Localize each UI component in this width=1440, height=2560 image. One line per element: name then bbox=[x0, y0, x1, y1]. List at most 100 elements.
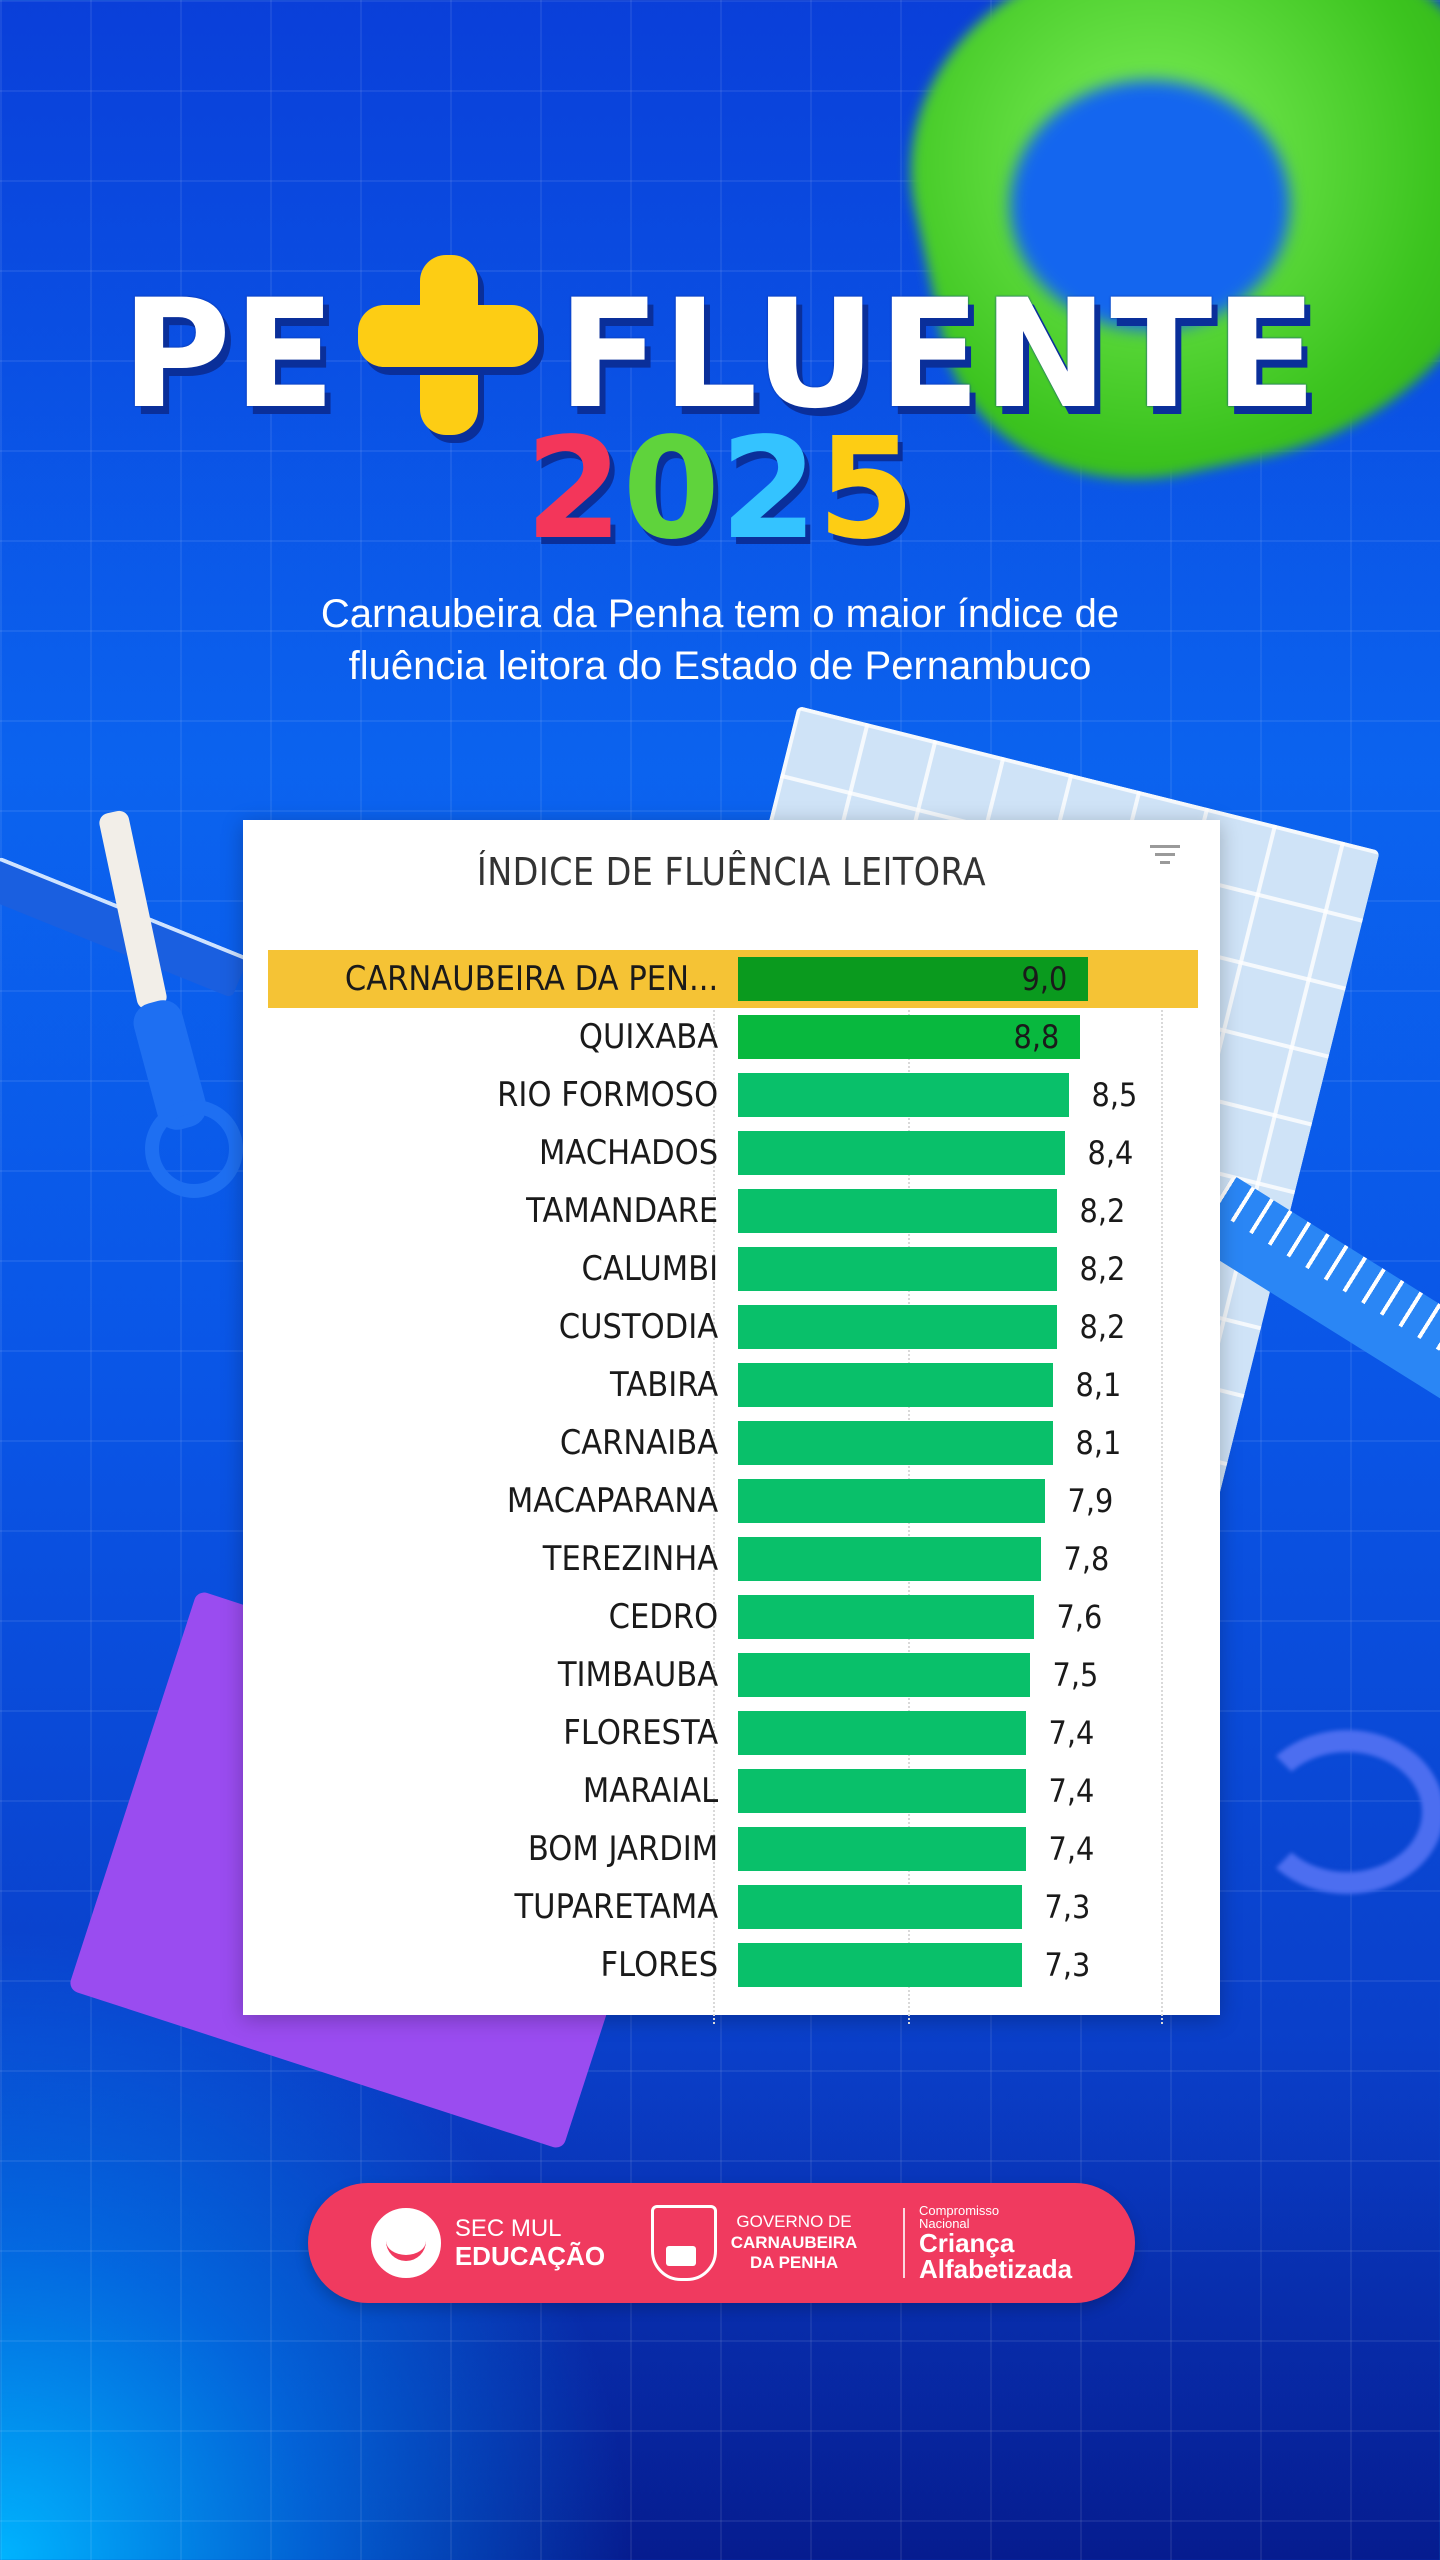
bar-row[interactable]: TAMANDARE 8,2 bbox=[268, 1182, 1198, 1240]
bar-row[interactable]: FLORESTA 7,4 bbox=[268, 1704, 1198, 1762]
campaign-title: PE FLUENTE bbox=[0, 255, 1440, 445]
municipal-crest-icon bbox=[650, 2205, 717, 2281]
bar-row[interactable]: TUPARETAMA 7,3 bbox=[268, 1878, 1198, 1936]
bar-row[interactable]: CARNAUBEIRA DA PEN... 9,0 bbox=[268, 950, 1198, 1008]
bar-row[interactable]: CARNAIBA 8,1 bbox=[268, 1414, 1198, 1472]
logo1-line2: EDUCAÇÃO bbox=[454, 2240, 606, 2271]
bar-track: 8,1 bbox=[738, 1414, 1198, 1472]
bar-value-label: 7,9 bbox=[1067, 1482, 1114, 1520]
bar-label: FLORESTA bbox=[563, 1713, 719, 1753]
bar[interactable] bbox=[738, 1073, 1069, 1117]
bar-track: 7,6 bbox=[738, 1588, 1198, 1646]
bar[interactable] bbox=[738, 1421, 1053, 1465]
subtitle-line-1: Carnaubeira da Penha tem o maior índice … bbox=[320, 592, 1120, 636]
bar-chart: CARNAUBEIRA DA PEN... 9,0 QUIXABA 8,8 RIO FO… bbox=[268, 950, 1198, 2024]
bar-label: RIO FORMOSO bbox=[497, 1075, 719, 1115]
gridline bbox=[1161, 950, 1163, 2024]
bar-track: 8,2 bbox=[738, 1240, 1198, 1298]
bar-track: 9,0 bbox=[738, 950, 1198, 1008]
green-shape-hole bbox=[1010, 80, 1290, 330]
bar[interactable]: 9,0 bbox=[738, 957, 1088, 1001]
bar-row[interactable]: TIMBAUBA 7,5 bbox=[268, 1646, 1198, 1704]
bar-row[interactable]: FLORES 7,3 bbox=[268, 1936, 1198, 1994]
bar[interactable] bbox=[738, 1479, 1045, 1523]
bar-track: 7,3 bbox=[738, 1936, 1198, 1994]
bar-row[interactable]: RIO FORMOSO 8,5 bbox=[268, 1066, 1198, 1124]
bar-value-label: 8,2 bbox=[1079, 1192, 1126, 1230]
bar-label: CARNAIBA bbox=[559, 1423, 719, 1463]
bar[interactable] bbox=[738, 1363, 1053, 1407]
bar[interactable] bbox=[738, 1247, 1057, 1291]
bar-value-label: 7,3 bbox=[1044, 1946, 1091, 1984]
gridline bbox=[713, 950, 715, 2024]
bar-label: CUSTODIA bbox=[558, 1307, 719, 1347]
bar-row[interactable]: MARAIAL 7,4 bbox=[268, 1762, 1198, 1820]
bar[interactable] bbox=[738, 1885, 1022, 1929]
bar[interactable] bbox=[738, 1189, 1057, 1233]
bar-label: CEDRO bbox=[608, 1597, 719, 1637]
bar-track: 7,5 bbox=[738, 1646, 1198, 1704]
bar-track: 7,8 bbox=[738, 1530, 1198, 1588]
governo-carnaubeira-logo: GOVERNO DE CARNAUBEIRA DA PENHA bbox=[650, 2205, 857, 2281]
bar-row[interactable]: CUSTODIA 8,2 bbox=[268, 1298, 1198, 1356]
bar-track: 8,5 bbox=[738, 1066, 1198, 1124]
bar-value-label: 8,1 bbox=[1075, 1424, 1122, 1462]
bar-label: CARNAUBEIRA DA PEN... bbox=[344, 959, 719, 999]
bar-row[interactable]: QUIXABA 8,8 bbox=[268, 1008, 1198, 1066]
bar-row[interactable]: MACAPARANA 7,9 bbox=[268, 1472, 1198, 1530]
bar-row[interactable]: CEDRO 7,6 bbox=[268, 1588, 1198, 1646]
bar[interactable] bbox=[738, 1943, 1022, 1987]
year-digit: 5 bbox=[817, 408, 915, 571]
scissors-ring-icon bbox=[145, 1100, 243, 1198]
bar-value-label: 7,5 bbox=[1052, 1656, 1099, 1694]
chart-panel: ÍNDICE DE FLUÊNCIA LEITORA CARNAUBEIRA D… bbox=[243, 820, 1220, 2024]
bar-row[interactable]: CALUMBI 8,2 bbox=[268, 1240, 1198, 1298]
bar-track: 8,4 bbox=[738, 1124, 1198, 1182]
bar-value-label: 7,8 bbox=[1063, 1540, 1110, 1578]
bar-value-label: 7,4 bbox=[1048, 1830, 1095, 1868]
bar[interactable] bbox=[738, 1595, 1034, 1639]
bar[interactable] bbox=[738, 1769, 1026, 1813]
bar-label: MACAPARANA bbox=[506, 1481, 719, 1521]
year-digit: 0 bbox=[622, 408, 720, 571]
bar-row[interactable]: BOM JARDIM 7,4 bbox=[268, 1820, 1198, 1878]
bar[interactable] bbox=[738, 1305, 1057, 1349]
bar-label: TEREZINHA bbox=[542, 1539, 719, 1579]
chart-title: ÍNDICE DE FLUÊNCIA LEITORA bbox=[476, 850, 987, 894]
bar-value-label: 8,4 bbox=[1087, 1134, 1134, 1172]
bar-label: MARAIAL bbox=[582, 1771, 719, 1811]
bar[interactable]: 8,8 bbox=[738, 1015, 1080, 1059]
bar-track: 7,9 bbox=[738, 1472, 1198, 1530]
bar-track: 8,8 bbox=[738, 1008, 1198, 1066]
bar[interactable] bbox=[738, 1653, 1030, 1697]
bar-row[interactable]: TABIRA 8,1 bbox=[268, 1356, 1198, 1414]
bar-label: TIMBAUBA bbox=[557, 1655, 719, 1695]
bar-value-label: 8,8 bbox=[1013, 1018, 1060, 1056]
bar[interactable] bbox=[738, 1827, 1026, 1871]
bar-track: 7,3 bbox=[738, 1878, 1198, 1936]
sec-mul-emblem-icon bbox=[370, 2208, 441, 2278]
bar-value-label: 9,0 bbox=[1021, 960, 1068, 998]
bar-row[interactable]: TEREZINHA 7,8 bbox=[268, 1530, 1198, 1588]
sec-mul-educacao-logo: SEC MUL EDUCAÇÃO bbox=[370, 2208, 606, 2278]
bar-track: 7,4 bbox=[738, 1704, 1198, 1762]
bar[interactable] bbox=[738, 1537, 1041, 1581]
bar-value-label: 7,6 bbox=[1056, 1598, 1103, 1636]
bar-label: MACHADOS bbox=[539, 1133, 719, 1173]
bar[interactable] bbox=[738, 1131, 1065, 1175]
headline-subtitle: Carnaubeira da Penha tem o maior índice … bbox=[0, 588, 1440, 692]
year-digit: 2 bbox=[720, 408, 818, 571]
bar[interactable] bbox=[738, 1711, 1026, 1755]
bar-label: TAMANDARE bbox=[526, 1191, 719, 1231]
bar-value-label: 7,4 bbox=[1048, 1714, 1095, 1752]
bar-row[interactable]: MACHADOS 8,4 bbox=[268, 1124, 1198, 1182]
subtitle-line-2: fluência leitora do Estado de Pernambuco bbox=[348, 644, 1092, 688]
bar-track: 7,4 bbox=[738, 1762, 1198, 1820]
year-digit: 2 bbox=[525, 408, 623, 571]
bar-track: 8,1 bbox=[738, 1356, 1198, 1414]
filter-icon[interactable] bbox=[1150, 845, 1180, 869]
bar-value-label: 8,2 bbox=[1079, 1250, 1126, 1288]
logo3-line4: Alfabetizada bbox=[918, 2254, 1073, 2284]
logo3-line3: Criança bbox=[918, 2228, 1015, 2258]
bar-label: FLORES bbox=[600, 1945, 719, 1985]
